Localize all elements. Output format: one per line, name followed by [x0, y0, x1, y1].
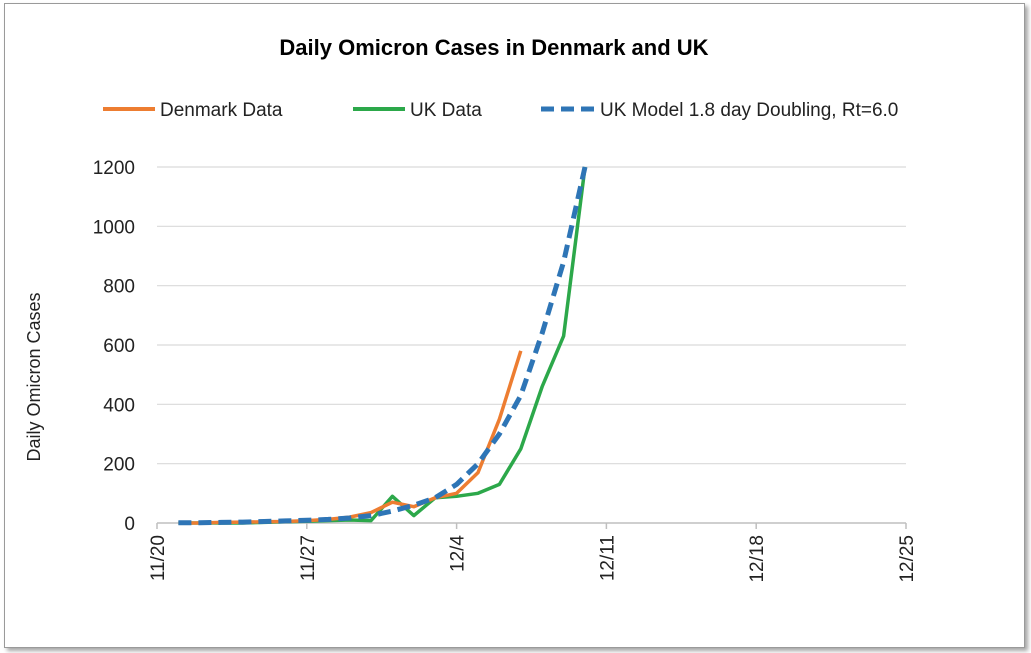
x-tick-labels: 11/20 11/27 12/4 12/11 12/18 12/25	[148, 535, 918, 583]
series-line-uk-model	[178, 166, 588, 526]
x-tick-label: 12/11	[597, 535, 618, 581]
y-tick-label: 800	[103, 277, 135, 298]
gridlines	[157, 166, 906, 465]
y-tick-labels: 0 200 400 600 800 1000 1200	[93, 158, 135, 535]
x-tick-label: 12/4	[448, 535, 469, 572]
x-tick-label: 12/25	[897, 535, 918, 583]
y-tick-label: 200	[103, 455, 135, 476]
y-tick-label: 0	[124, 514, 135, 535]
x-tick-label: 11/20	[148, 535, 169, 581]
series-lines	[178, 166, 588, 526]
series-line-denmark	[178, 350, 523, 525]
chart-frame	[4, 3, 1025, 648]
y-tick-label: 1200	[93, 158, 135, 179]
x-tick-label: 11/27	[298, 535, 319, 581]
legend: Denmark Data UK Data UK Model 1.8 day Do…	[103, 100, 898, 121]
x-tick-label: 12/18	[747, 535, 768, 583]
y-axis-title: Daily Omicron Cases	[24, 292, 44, 461]
legend-label-denmark: Denmark Data	[160, 100, 283, 121]
y-tick-label: 1000	[93, 217, 135, 238]
legend-label-uk: UK Data	[410, 100, 482, 121]
y-tick-label: 400	[103, 395, 135, 416]
chart-title: Daily Omicron Cases in Denmark and UK	[279, 35, 708, 60]
legend-label-uk-model: UK Model 1.8 day Doubling, Rt=6.0	[600, 100, 898, 121]
y-tick-label: 600	[103, 336, 135, 357]
